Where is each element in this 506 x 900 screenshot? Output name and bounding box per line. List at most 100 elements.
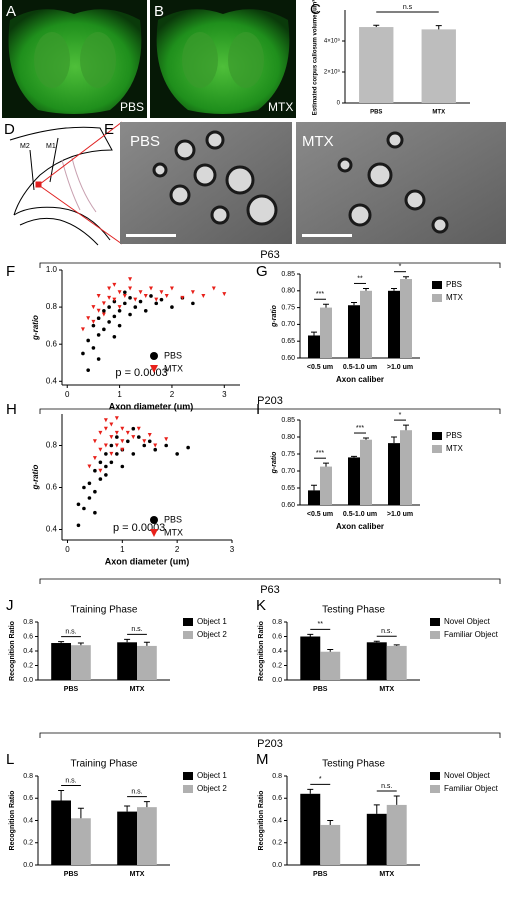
legend-swatch xyxy=(183,785,193,793)
point xyxy=(122,293,127,298)
point xyxy=(96,333,101,337)
section-dividers xyxy=(39,262,501,738)
error-bar xyxy=(435,25,442,30)
section-label: P203 xyxy=(257,395,283,407)
error-bar xyxy=(307,788,314,794)
image-label: MTX xyxy=(302,133,334,150)
bar xyxy=(386,804,407,865)
point xyxy=(143,293,148,298)
panel-label: C xyxy=(310,1,321,18)
error-bar xyxy=(311,484,317,491)
diagram-d xyxy=(9,121,123,246)
legend-swatch xyxy=(432,281,442,289)
error-bar xyxy=(393,644,400,646)
point xyxy=(96,308,101,313)
point xyxy=(117,305,122,310)
significance-label: *** xyxy=(356,425,364,432)
x-tick-label: 1 xyxy=(120,545,125,554)
point xyxy=(154,301,159,306)
bar xyxy=(308,335,320,358)
y-tick-label: 0.6 xyxy=(23,795,33,802)
bar xyxy=(117,811,137,865)
bar xyxy=(386,645,407,680)
x-axis-label: Axon caliber xyxy=(336,522,384,531)
point xyxy=(86,368,90,372)
legend-swatch xyxy=(430,618,440,626)
point xyxy=(93,489,97,494)
bar xyxy=(400,430,412,505)
significance-label: *** xyxy=(316,450,324,457)
diagram-label: M1 xyxy=(46,143,56,150)
chart-title: Training Phase xyxy=(71,759,138,770)
x-tick-label: 0.5-1.0 um xyxy=(343,511,377,518)
image-label: PBS xyxy=(130,133,160,150)
striatum xyxy=(182,32,218,88)
tract xyxy=(61,159,81,211)
section-bracket xyxy=(39,732,501,738)
x-axis-label: Axon diameter (um) xyxy=(109,401,194,411)
y-axis-label: Estimated corpus callosum volume (um³) xyxy=(312,0,319,115)
bar xyxy=(117,642,137,680)
axon xyxy=(193,163,217,187)
error-bar xyxy=(391,436,397,444)
y-tick-label: 0.80 xyxy=(281,288,295,295)
axon xyxy=(367,162,393,188)
point xyxy=(164,437,169,442)
error-bar xyxy=(391,287,397,291)
panel-label: L xyxy=(6,751,14,768)
point xyxy=(91,305,96,310)
axon xyxy=(152,162,168,178)
x-tick-label: MTX xyxy=(130,871,145,878)
significance-label: * xyxy=(319,776,322,783)
x-tick-label: 2 xyxy=(175,545,180,554)
point xyxy=(147,433,152,437)
point xyxy=(91,323,96,328)
scale-bar xyxy=(302,234,352,237)
section-label: P63 xyxy=(260,249,280,261)
point xyxy=(120,447,125,452)
point xyxy=(81,351,85,356)
point xyxy=(115,452,119,456)
image-label: MTX xyxy=(268,100,293,114)
point xyxy=(107,320,111,324)
x-tick-label: PBS xyxy=(313,686,328,693)
legend-marker xyxy=(150,529,158,537)
corpus-callosum xyxy=(13,206,111,241)
axon xyxy=(225,165,255,195)
bar xyxy=(137,807,157,865)
point xyxy=(76,502,81,507)
error-bar xyxy=(124,805,131,812)
y-axis-label: Recognition Ratio xyxy=(9,621,16,681)
point xyxy=(117,309,122,313)
point xyxy=(87,481,92,486)
bar xyxy=(400,279,412,358)
y-tick-label: 0.75 xyxy=(281,304,295,311)
y-tick-label: 0.8 xyxy=(46,302,58,311)
bar xyxy=(366,813,387,865)
axon xyxy=(386,131,404,149)
legend-label: MTX xyxy=(164,363,183,373)
panel-label: M xyxy=(256,751,269,768)
significance-label: ** xyxy=(318,621,324,628)
section-label: P63 xyxy=(260,584,280,596)
point xyxy=(91,346,96,350)
bar xyxy=(320,307,332,358)
point xyxy=(154,297,159,302)
legend-label: Novel Object xyxy=(444,771,491,780)
error-bar xyxy=(143,641,150,646)
axon xyxy=(337,157,353,173)
point xyxy=(103,418,108,423)
x-tick-label: MTX xyxy=(130,686,145,693)
corpus-callosum xyxy=(19,217,99,246)
legend-swatch xyxy=(183,631,193,639)
y-axis-label: Recognition Ratio xyxy=(258,621,265,681)
point xyxy=(169,286,174,291)
y-tick-label: 0.6 xyxy=(272,633,282,640)
panel-label: G xyxy=(256,263,268,280)
point xyxy=(86,316,91,321)
point xyxy=(101,312,106,317)
point xyxy=(138,299,143,304)
zoom-line xyxy=(39,185,123,245)
point xyxy=(164,293,169,298)
